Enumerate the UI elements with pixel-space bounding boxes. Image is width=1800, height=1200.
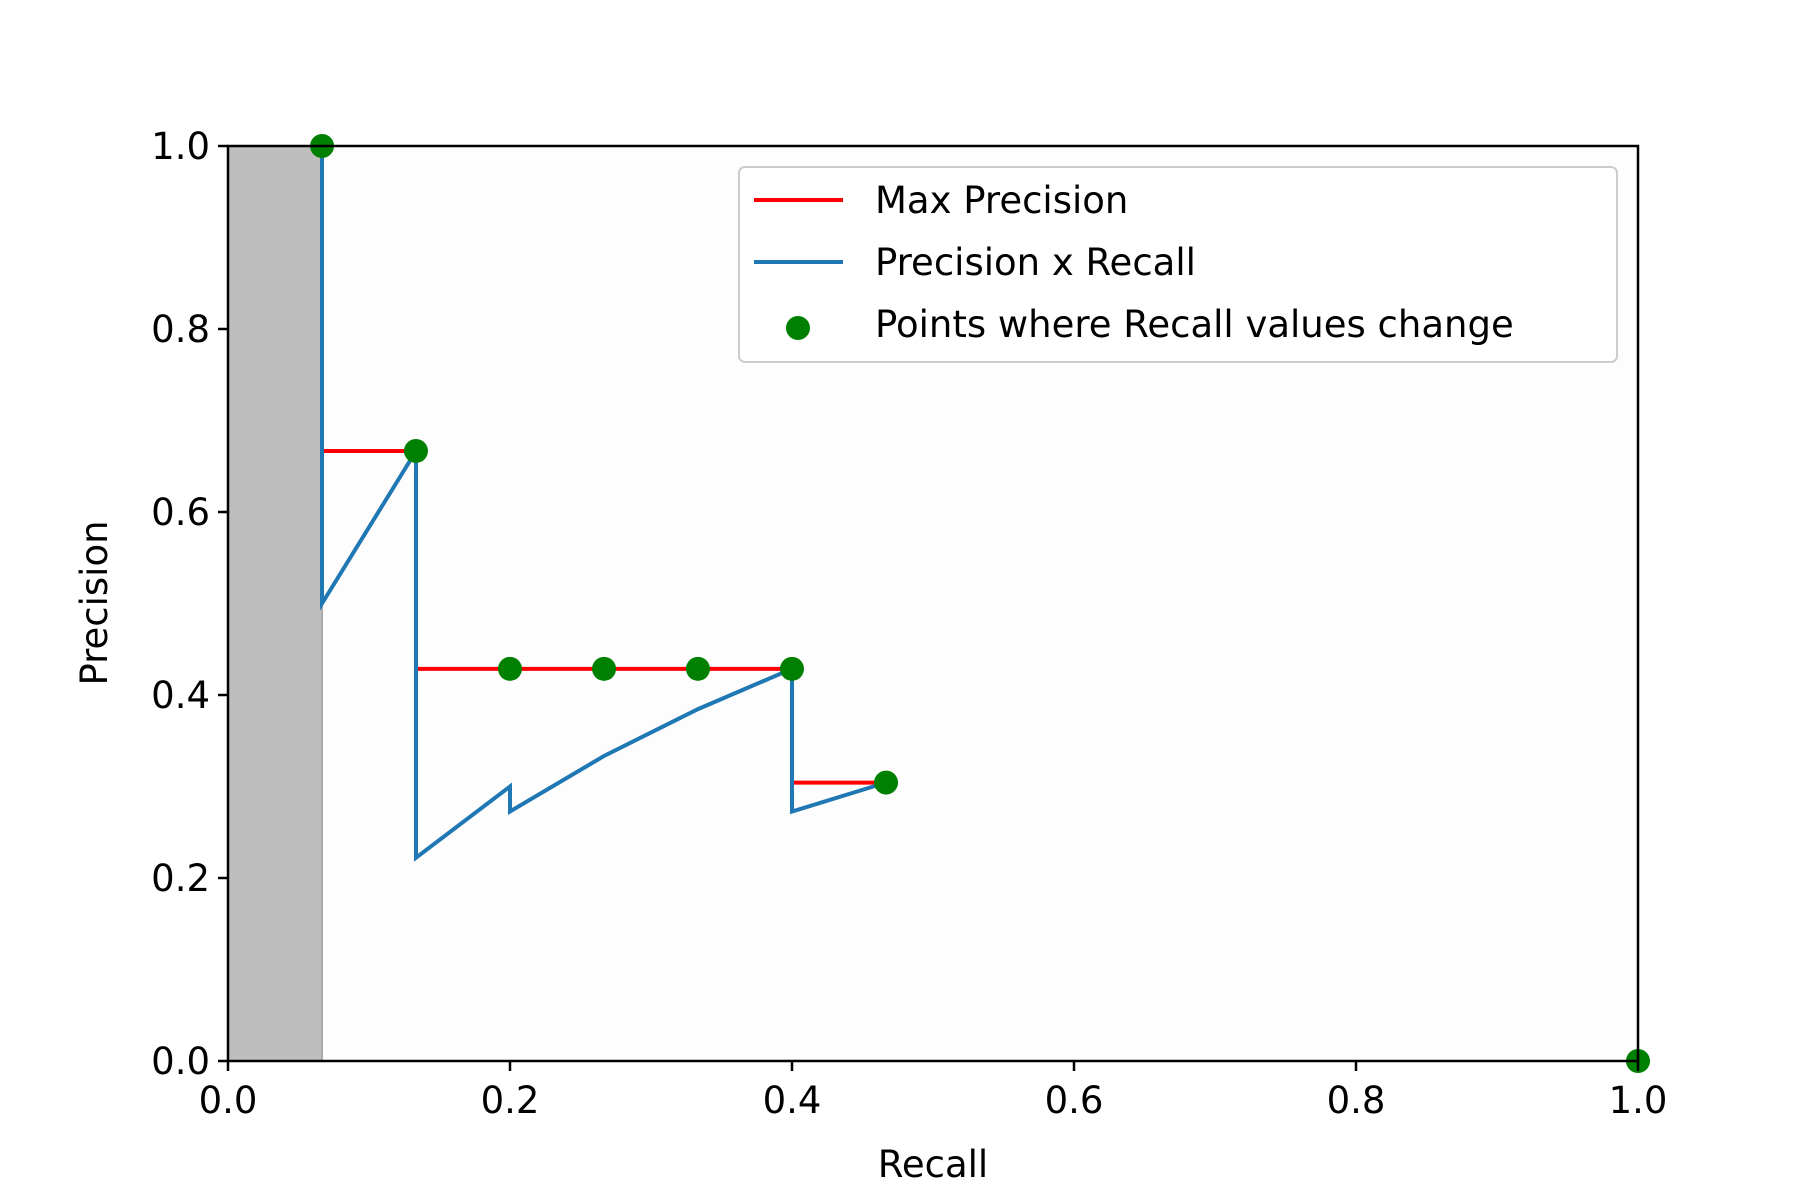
recall-change-point-3 — [592, 656, 617, 681]
legend-max-precision-label: Max Precision — [875, 179, 1128, 222]
recall-change-point-6 — [874, 770, 899, 795]
y-tick-label-5: 1.0 — [151, 125, 210, 168]
y-axis-label: Precision — [73, 520, 116, 685]
recall-change-point-4 — [685, 656, 710, 681]
legend-points-swatch — [786, 316, 810, 340]
legend-box — [738, 166, 1618, 363]
x-tick-label-1: 0.2 — [481, 1079, 540, 1122]
x-tick-label-4: 0.8 — [1327, 1079, 1386, 1122]
y-axis-ticks: 0.0 0.2 0.4 0.6 0.8 1.0 — [151, 125, 228, 1083]
x-tick-label-3: 0.6 — [1045, 1079, 1104, 1122]
shaded-region — [228, 146, 323, 1061]
legend: Max Precision Precision x Recall Points … — [738, 166, 1618, 363]
y-tick-label-1: 0.2 — [151, 857, 210, 900]
y-tick-label-0: 0.0 — [151, 1040, 210, 1083]
shaded-region-layer — [228, 146, 324, 1061]
y-tick-label-4: 0.8 — [151, 308, 210, 351]
y-tick-label-2: 0.4 — [151, 674, 210, 717]
y-tick-label-3: 0.6 — [151, 491, 210, 534]
recall-change-point-5 — [780, 656, 804, 681]
x-tick-label-2: 0.4 — [763, 1079, 822, 1122]
recall-change-point-1 — [403, 438, 428, 463]
legend-points-label: Points where Recall values change — [875, 303, 1514, 346]
legend-precision-recall-label: Precision x Recall — [875, 241, 1196, 284]
x-axis-ticks: 0.0 0.2 0.4 0.6 0.8 1.0 — [199, 1061, 1668, 1122]
precision-recall-line — [320, 146, 887, 862]
x-axis-label: Recall — [878, 1143, 988, 1186]
recall-change-point-2 — [498, 656, 522, 681]
x-tick-label-5: 1.0 — [1609, 1079, 1668, 1122]
plot-frame — [226, 144, 1640, 1063]
x-tick-label-0: 0.0 — [199, 1079, 258, 1122]
